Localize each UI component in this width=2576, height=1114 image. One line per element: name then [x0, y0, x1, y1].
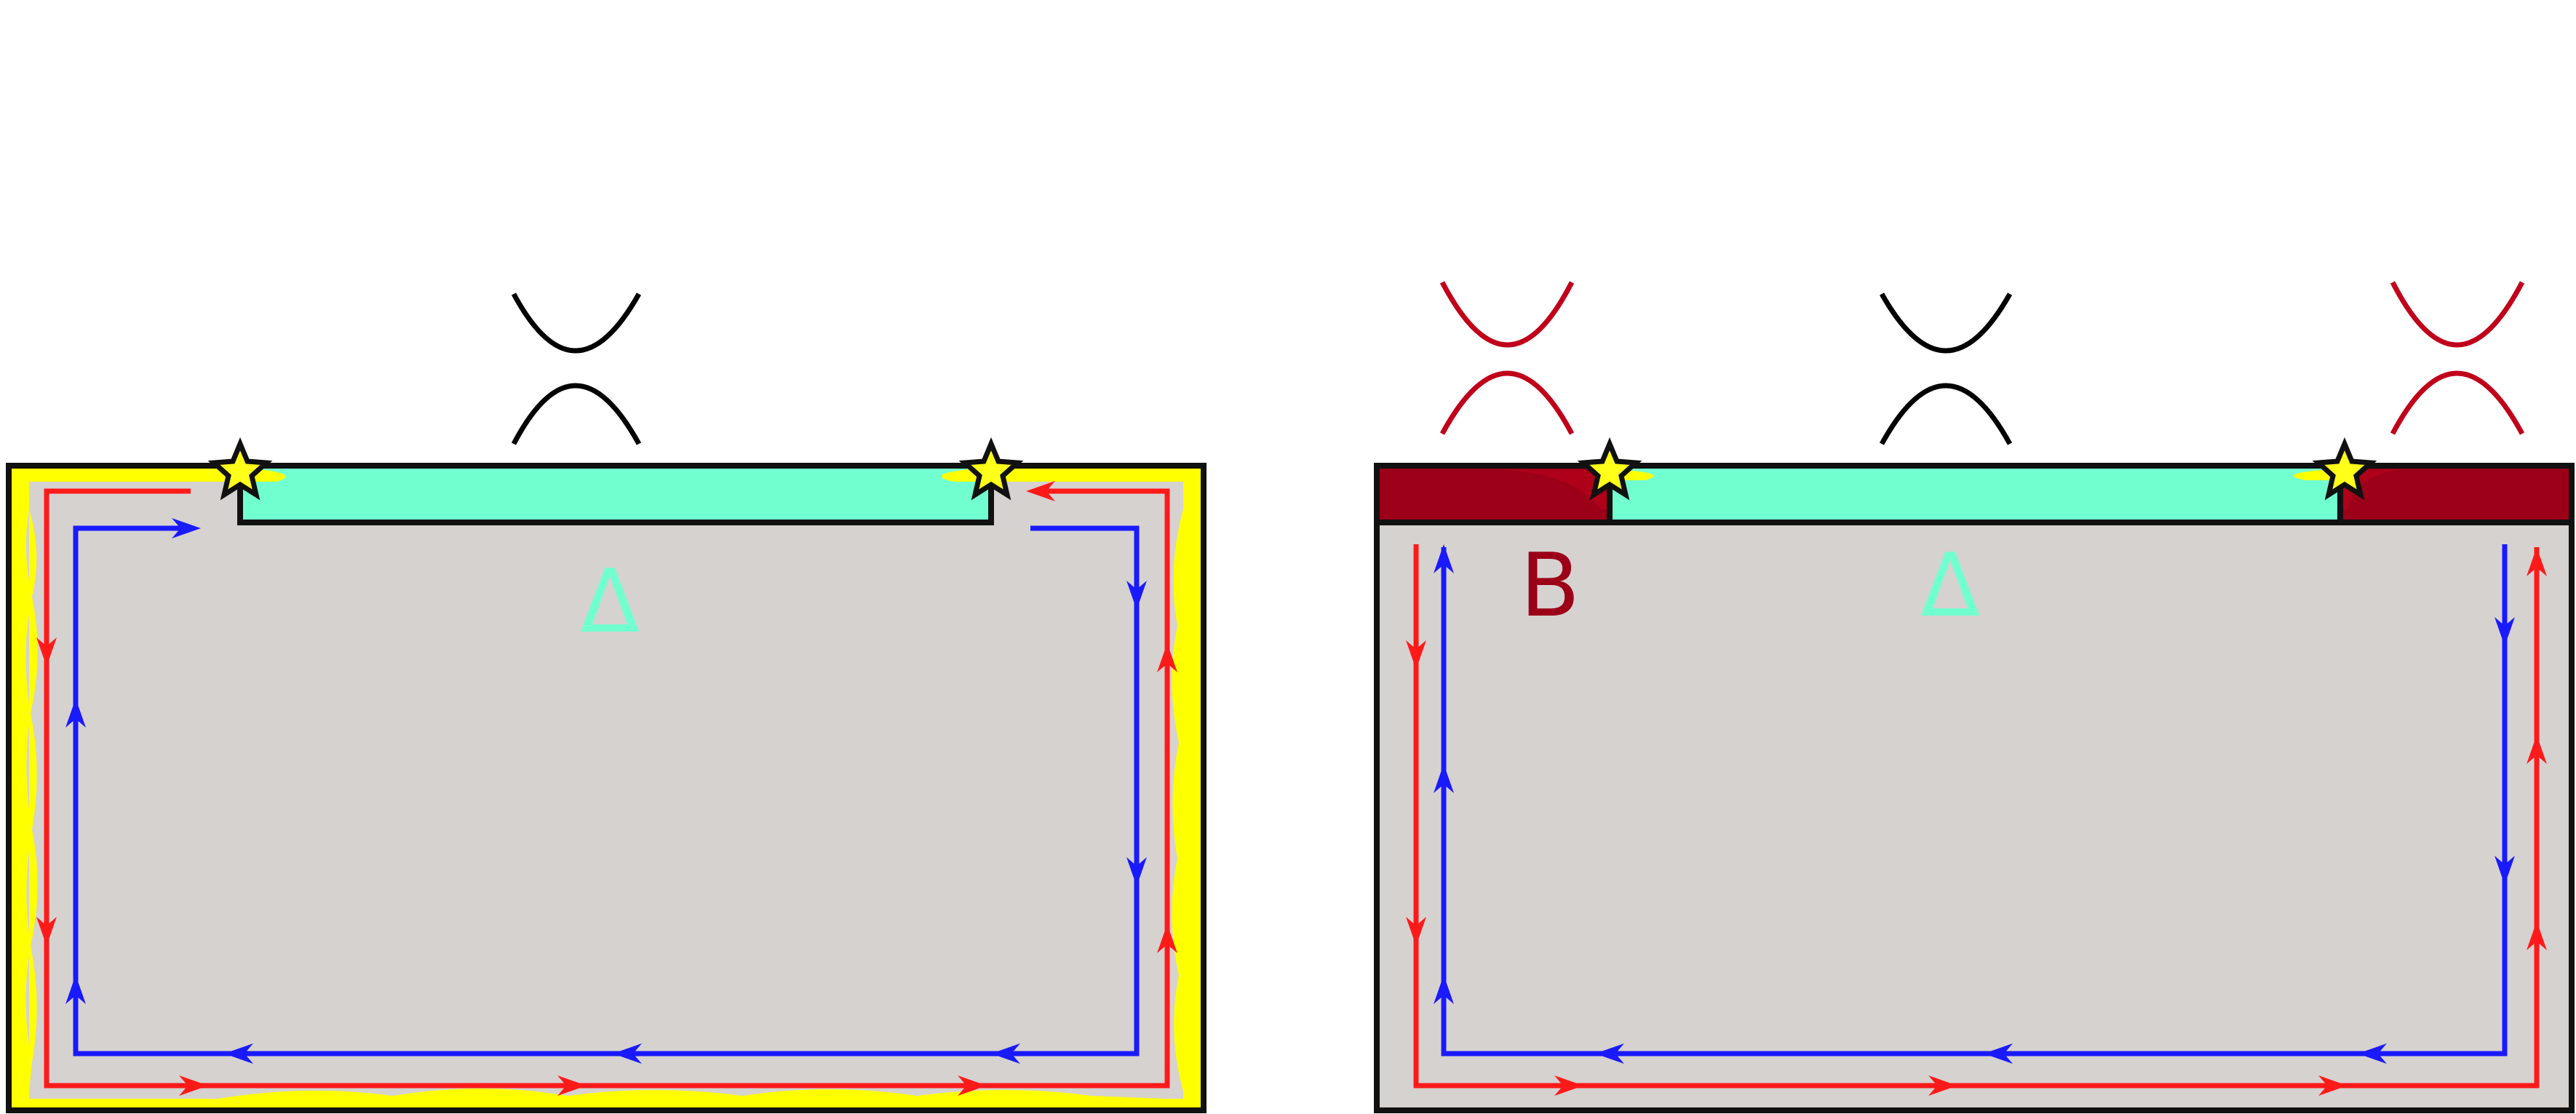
arrow-head-icon: [172, 518, 201, 538]
arrow-head-icon: [1126, 857, 1147, 886]
left-red-arrows: [36, 481, 1177, 1096]
arrow-head-icon: [1928, 1075, 1957, 1096]
left-delta-label: Δ: [580, 552, 640, 653]
arrow-head-icon: [1406, 917, 1426, 946]
right-blue-channel: [1441, 544, 2508, 1057]
arrow-head-icon: [1126, 581, 1147, 610]
arrow-head-icon: [613, 1043, 642, 1064]
arrow-head-icon: [1554, 1075, 1583, 1096]
left-blue-arrows: [65, 518, 1147, 1064]
arrow-head-icon: [36, 917, 57, 946]
right-outer-frame: [1374, 463, 2575, 1113]
arrow-head-icon: [1984, 1043, 2013, 1064]
arrow-head-icon: [224, 1043, 253, 1064]
arrow-head-icon: [991, 1043, 1020, 1064]
left-bulk: [25, 482, 1183, 1099]
arrow-head-icon: [2318, 1075, 2348, 1096]
left-sc-outline: [237, 466, 994, 525]
right-magnet-right: [2340, 466, 2572, 522]
arrow-head-icon: [2494, 856, 2515, 885]
arrow-head-icon: [36, 637, 57, 667]
arrow-head-icon: [65, 975, 86, 1004]
left-outer-frame: [6, 463, 1206, 1113]
right-left-gapped-dispersion-icon: [1439, 281, 1575, 435]
right-magnet-shading: [1499, 470, 2401, 509]
arrow-head-icon: [179, 1075, 208, 1096]
right-red-channel: [1413, 544, 2540, 1089]
arrow-head-icon: [65, 699, 86, 728]
arrow-head-icon: [557, 1075, 587, 1096]
arrow-head-icon: [1434, 764, 1454, 793]
arrow-head-icon: [1434, 544, 1454, 573]
right-panel: B Δ: [1374, 281, 2575, 1113]
arrow-head-icon: [1406, 640, 1426, 669]
arrow-head-icon: [1434, 975, 1454, 1004]
right-magnet-label: B: [1520, 536, 1580, 637]
right-red-arrows: [1406, 547, 2547, 1096]
arrow-head-icon: [2527, 547, 2547, 576]
arrow-head-icon: [2494, 617, 2515, 646]
right-bulk: [1377, 466, 2572, 1110]
right-blue-arrows: [1434, 544, 2515, 1064]
left-gapped-dispersion-icon: [511, 293, 642, 445]
left-blue-channel: [73, 525, 1140, 1057]
left-panel: Δ: [6, 293, 1206, 1113]
right-superconductor: [1610, 466, 2340, 522]
arrow-head-icon: [1026, 481, 1055, 501]
arrow-head-icon: [1595, 1043, 1624, 1064]
arrow-head-icon: [2358, 1043, 2387, 1064]
arrow-head-icon: [958, 1075, 987, 1096]
right-center-gapped-dispersion-icon: [1879, 293, 2013, 445]
arrow-head-icon: [2527, 735, 2547, 764]
right-delta-label: Δ: [1920, 536, 1980, 637]
left-red-channel: [44, 488, 1170, 1089]
right-right-gapped-dispersion-icon: [2390, 281, 2525, 435]
arrow-head-icon: [1157, 924, 1177, 953]
left-superconductor: [240, 466, 991, 522]
arrow-head-icon: [2527, 921, 2547, 950]
arrow-head-icon: [1157, 643, 1177, 672]
